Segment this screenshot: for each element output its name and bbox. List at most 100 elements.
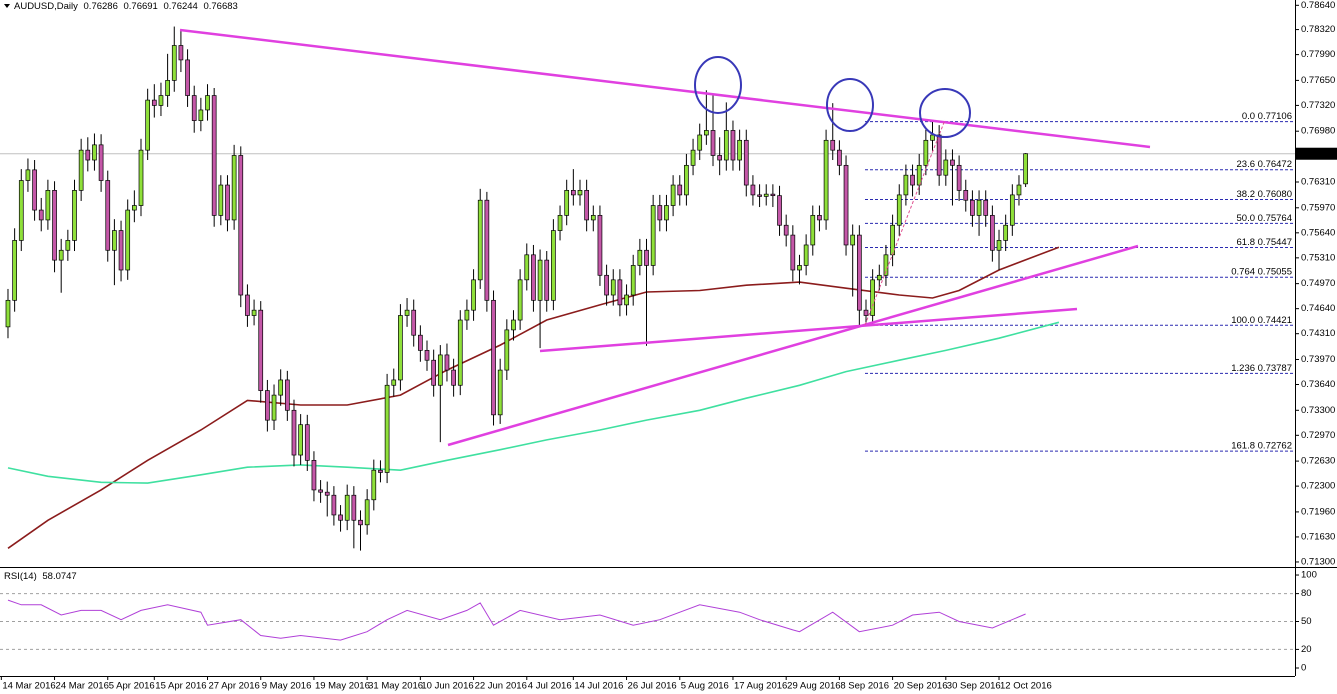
candle-body — [590, 215, 596, 221]
candle-body — [344, 494, 350, 521]
candle-body — [570, 190, 576, 196]
x-tick-label: 29 Aug 2016 — [787, 681, 840, 692]
candle-body — [950, 159, 955, 166]
candle-body — [697, 134, 703, 151]
candle-body — [777, 195, 782, 226]
y-tick-label: 0.71300 — [1301, 556, 1335, 567]
candle-body — [790, 234, 796, 271]
candle-body — [644, 249, 649, 266]
x-tick-label: 14 Jul 2016 — [574, 681, 623, 692]
candle-body — [1009, 194, 1015, 226]
candle-body — [923, 139, 929, 166]
candle-body — [411, 309, 417, 336]
candle-body — [398, 315, 403, 381]
y-tick-label: 0.74640 — [1301, 303, 1335, 314]
candle-body — [165, 80, 170, 96]
candle-body — [364, 499, 370, 526]
y-tick-label: 0.75970 — [1301, 202, 1335, 213]
candle-body — [85, 149, 91, 161]
candle-body — [870, 279, 875, 316]
candle-body — [670, 184, 676, 206]
fib-anchor-line — [864, 119, 946, 326]
candle-body — [996, 240, 1002, 251]
candle-body — [511, 319, 516, 331]
candle-body — [384, 384, 390, 473]
rsi-header: RSI(14) 58.0747 — [4, 571, 77, 582]
fib-level-label: 0.764 0.75055 — [1231, 267, 1292, 278]
candle-body — [684, 164, 689, 196]
candle-body — [444, 354, 450, 371]
candle-body — [158, 95, 164, 106]
candle-body — [630, 265, 636, 296]
x-tick-label: 19 May 2016 — [315, 681, 370, 692]
x-tick-label: 5 Apr 2016 — [109, 681, 155, 692]
candle-body — [916, 164, 922, 186]
candle-body — [378, 469, 383, 473]
candle-body — [584, 190, 589, 221]
candle-body — [471, 279, 476, 311]
last-price-box — [1296, 147, 1337, 160]
rsi-title: RSI(14) — [4, 571, 37, 582]
candle-body — [298, 424, 303, 456]
candle-body — [318, 489, 323, 493]
candle-body — [497, 369, 503, 416]
candle-body — [191, 95, 197, 121]
symbol-title: AUDUSD,Daily — [14, 1, 78, 12]
candle-body — [245, 294, 250, 316]
rsi-tick-label: 0 — [1301, 663, 1306, 674]
candle-body — [863, 309, 869, 316]
candle-body — [98, 144, 104, 181]
candle-body — [657, 205, 663, 221]
candle-body — [610, 279, 616, 296]
candle-body — [896, 194, 902, 226]
candle-body — [45, 190, 51, 221]
candle-body — [936, 134, 942, 176]
candle-body — [284, 379, 290, 411]
candle-body — [710, 130, 716, 156]
close-value: 0.76683 — [203, 1, 237, 12]
candle-body — [723, 130, 729, 161]
candle-body — [856, 234, 862, 311]
candle-body — [704, 130, 709, 136]
candle-body — [783, 224, 789, 236]
candle-body — [65, 240, 71, 251]
candle-body — [477, 199, 483, 281]
candle-body — [990, 215, 995, 251]
y-tick-label: 0.75640 — [1301, 227, 1335, 238]
x-tick-label: 12 Oct 2016 — [1000, 681, 1052, 692]
candle-body — [730, 130, 736, 161]
candle-body — [850, 234, 856, 246]
highlight-circle — [694, 56, 742, 114]
candle-body — [976, 199, 982, 216]
fib-level-label: 100.0 0.74421 — [1231, 315, 1292, 326]
candle-body — [324, 491, 330, 496]
y-tick-label: 0.77990 — [1301, 49, 1335, 60]
candle-body — [817, 215, 822, 221]
candle-body — [431, 359, 437, 386]
candle-body — [38, 209, 44, 221]
candle-body — [883, 254, 889, 276]
moving-average-line — [7, 246, 1060, 549]
y-tick-label: 0.78320 — [1301, 24, 1335, 35]
candle-body — [750, 184, 756, 196]
y-tick-label: 0.75310 — [1301, 252, 1335, 263]
moving-average-line — [7, 321, 1060, 484]
candle-body — [291, 409, 297, 456]
highlight-circle — [826, 78, 874, 132]
high-value: 0.76691 — [124, 1, 158, 12]
x-tick-label: 9 May 2016 — [262, 681, 312, 692]
candle-body — [338, 514, 343, 521]
candle-body — [830, 139, 836, 151]
x-tick-label: 27 Apr 2016 — [209, 681, 260, 692]
rsi-tick-label: 50 — [1301, 616, 1312, 627]
candle-body — [178, 45, 184, 61]
candle-body — [597, 215, 603, 276]
candle-body — [983, 199, 989, 216]
candle-body — [125, 209, 131, 271]
y-tick-label: 0.77650 — [1301, 75, 1335, 86]
candle-body — [151, 99, 157, 106]
x-tick-label: 24 Mar 2016 — [56, 681, 109, 692]
candle-body — [1016, 184, 1022, 196]
y-tick-label: 0.76310 — [1301, 177, 1335, 188]
